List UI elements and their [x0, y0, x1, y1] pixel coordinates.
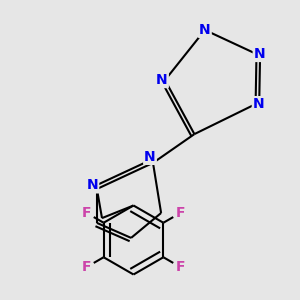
Text: F: F [82, 206, 92, 220]
Text: F: F [176, 260, 185, 274]
Text: N: N [253, 97, 264, 111]
Text: N: N [199, 23, 211, 37]
Text: N: N [144, 150, 156, 164]
Text: F: F [176, 206, 185, 220]
Text: N: N [87, 178, 98, 192]
Text: F: F [82, 260, 92, 274]
Text: N: N [156, 73, 168, 87]
Text: N: N [254, 47, 265, 61]
